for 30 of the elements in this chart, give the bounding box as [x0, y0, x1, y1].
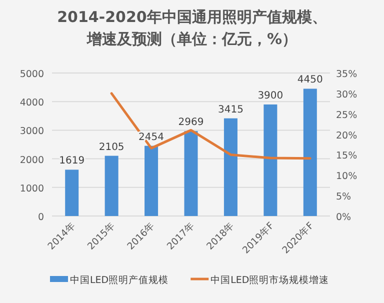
legend-label: 中国LED照明市场规模增速 [210, 274, 330, 286]
y2-tick-label: 0% [336, 212, 352, 223]
y2-tick-label: 30% [336, 89, 358, 100]
bar [144, 146, 158, 216]
y-tick-label: 4000 [20, 98, 44, 109]
y-tick-label: 1000 [20, 183, 44, 194]
y-tick-label: 3000 [20, 126, 44, 138]
y-tick-label: 5000 [20, 69, 44, 80]
data-label: 2969 [178, 117, 204, 128]
legend-label: 中国LED照明产值规模 [70, 274, 169, 286]
bar [104, 156, 118, 216]
y2-tick-label: 10% [336, 171, 358, 182]
bar [264, 104, 278, 216]
data-label: 2105 [98, 142, 124, 153]
y-tick-label: 0 [38, 212, 44, 223]
data-label: 3900 [258, 90, 284, 102]
data-label: 1619 [59, 156, 85, 167]
data-label: 4450 [297, 74, 323, 86]
y2-tick-label: 5% [336, 192, 352, 203]
bar [224, 118, 238, 216]
bar [65, 170, 79, 216]
y-tick-label: 2000 [20, 154, 44, 166]
title: 2014-2020年中国通用照明产值规模、增速及预测（单位：亿元，%） [57, 8, 327, 48]
y2-tick-label: 25% [336, 110, 358, 121]
y2-tick-label: 15% [336, 150, 358, 162]
data-label: 3415 [218, 104, 244, 116]
y2-tick-label: 35% [336, 69, 358, 80]
bar [303, 88, 317, 216]
y2-tick-label: 20% [336, 130, 358, 142]
bar [184, 131, 198, 216]
